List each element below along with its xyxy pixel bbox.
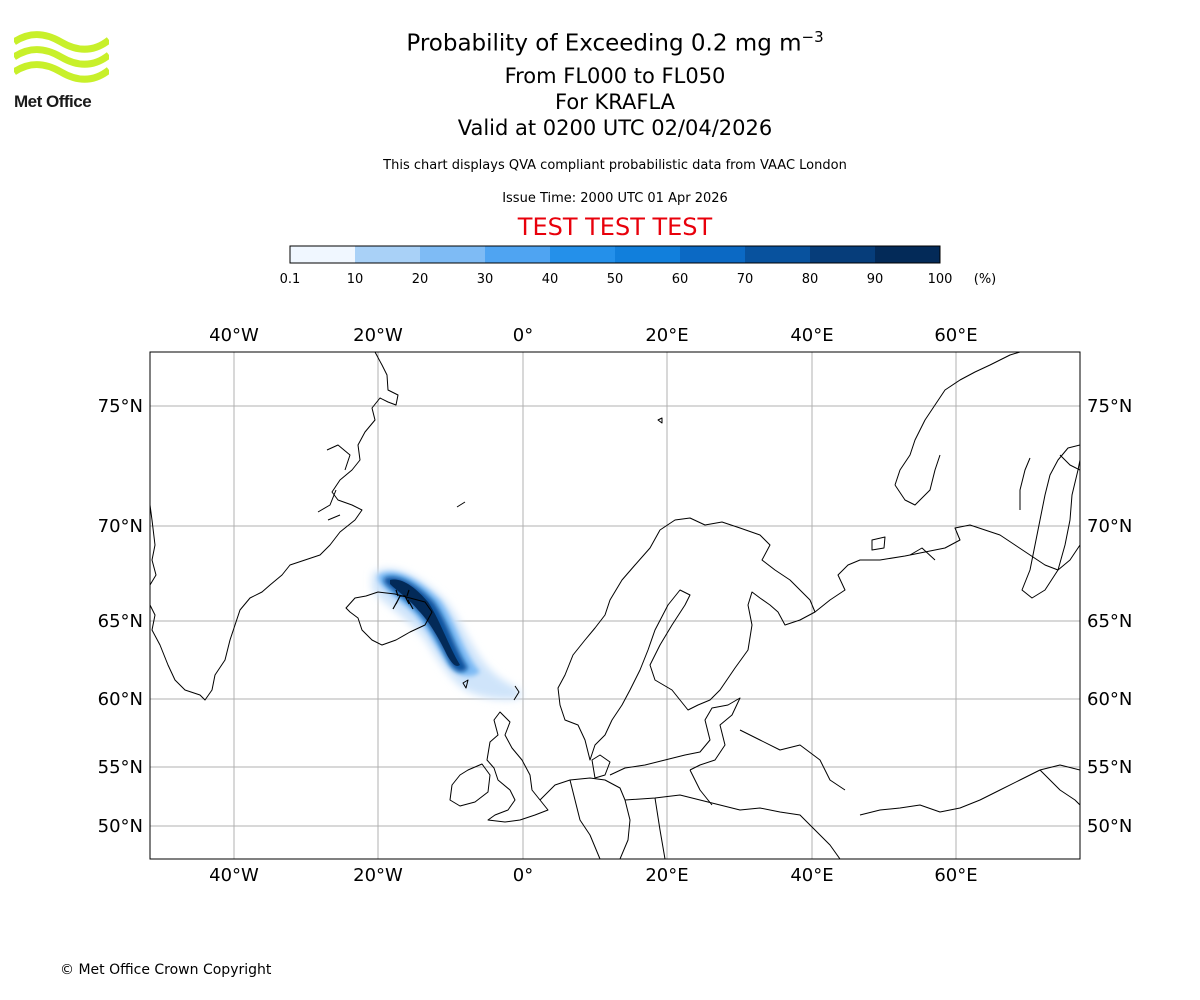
lon-label-bottom: 0° [513, 865, 533, 886]
colorbar: 0.1 10 20 30 40 50 60 70 80 90 100 (%) [280, 245, 997, 287]
colorbar-frame [289, 245, 941, 264]
colorbar-cell [615, 246, 680, 263]
title-exponent: −3 [801, 28, 824, 46]
colorbar-label: 90 [867, 272, 884, 287]
volcano-marker-icon [392, 589, 414, 610]
chart-title: Probability of Exceeding 0.2 mg m−3 [406, 28, 824, 57]
lat-label-right: 70°N [1087, 516, 1132, 537]
lon-label-top: 20°W [353, 325, 403, 346]
lon-label-top: 60°E [934, 325, 977, 346]
issue-time: Issue Time: 2000 UTC 01 Apr 2026 [502, 191, 728, 206]
colorbar-label: 50 [607, 272, 624, 287]
met-office-logo-icon [14, 31, 109, 83]
colorbar-label: 20 [412, 272, 429, 287]
ash-plume [372, 568, 522, 700]
colorbar-cells [290, 246, 940, 263]
test-banner: TEST TEST TEST [517, 213, 713, 241]
colorbar-label: 60 [672, 272, 689, 287]
colorbar-cell [680, 246, 745, 263]
lat-label-left: 70°N [98, 516, 143, 537]
lat-label-left: 55°N [98, 757, 143, 778]
lon-label-bottom: 20°W [353, 865, 403, 886]
colorbar-cell [290, 246, 355, 263]
lon-label-bottom: 40°W [209, 865, 259, 886]
gridlines [150, 352, 1080, 859]
map-frame [149, 351, 1081, 860]
lon-label-bottom: 60°E [934, 865, 977, 886]
copyright: © Met Office Crown Copyright [60, 962, 272, 978]
lon-label-top: 20°E [645, 325, 688, 346]
colorbar-label: 10 [347, 272, 364, 287]
colorbar-labels: 0.1 10 20 30 40 50 60 70 80 90 100 [280, 272, 953, 287]
colorbar-cell [485, 246, 550, 263]
lat-label-right: 65°N [1087, 611, 1132, 632]
colorbar-cell [550, 246, 615, 263]
lat-label-left: 65°N [98, 611, 143, 632]
lat-label-right: 60°N [1087, 689, 1132, 710]
colorbar-cell [875, 246, 940, 263]
lat-label-left: 60°N [98, 689, 143, 710]
lon-label-top: 0° [513, 325, 533, 346]
lon-label-bottom: 40°E [790, 865, 833, 886]
lat-label-right: 50°N [1087, 816, 1132, 837]
lat-label-right: 55°N [1087, 757, 1132, 778]
colorbar-label: 30 [477, 272, 494, 287]
lat-label-left: 50°N [98, 816, 143, 837]
lat-label-right: 75°N [1087, 396, 1132, 417]
lon-label-top: 40°E [790, 325, 833, 346]
volcano-name: For KRAFLA [555, 90, 675, 114]
colorbar-label: 70 [737, 272, 754, 287]
logo-text: Met Office [14, 92, 92, 111]
valid-time: Valid at 0200 UTC 02/04/2026 [457, 116, 773, 140]
colorbar-cell [355, 246, 420, 263]
colorbar-label: 40 [542, 272, 559, 287]
colorbar-unit: (%) [974, 272, 997, 287]
colorbar-cell [810, 246, 875, 263]
colorbar-cell [420, 246, 485, 263]
colorbar-label: 100 [928, 272, 953, 287]
colorbar-label: 80 [802, 272, 819, 287]
coastlines [150, 352, 1080, 859]
colorbar-cell [745, 246, 810, 263]
lon-label-top: 40°W [209, 325, 259, 346]
flight-levels: From FL000 to FL050 [504, 64, 726, 88]
disclaimer: This chart displays QVA compliant probab… [383, 158, 847, 173]
lat-label-left: 75°N [98, 396, 143, 417]
colorbar-label: 0.1 [280, 272, 301, 287]
axis-labels: 40°W 20°W 0° 20°E 40°E 60°E 40°W 20°W 0° 20°E 40°… [98, 325, 1133, 886]
lon-label-bottom: 20°E [645, 865, 688, 886]
